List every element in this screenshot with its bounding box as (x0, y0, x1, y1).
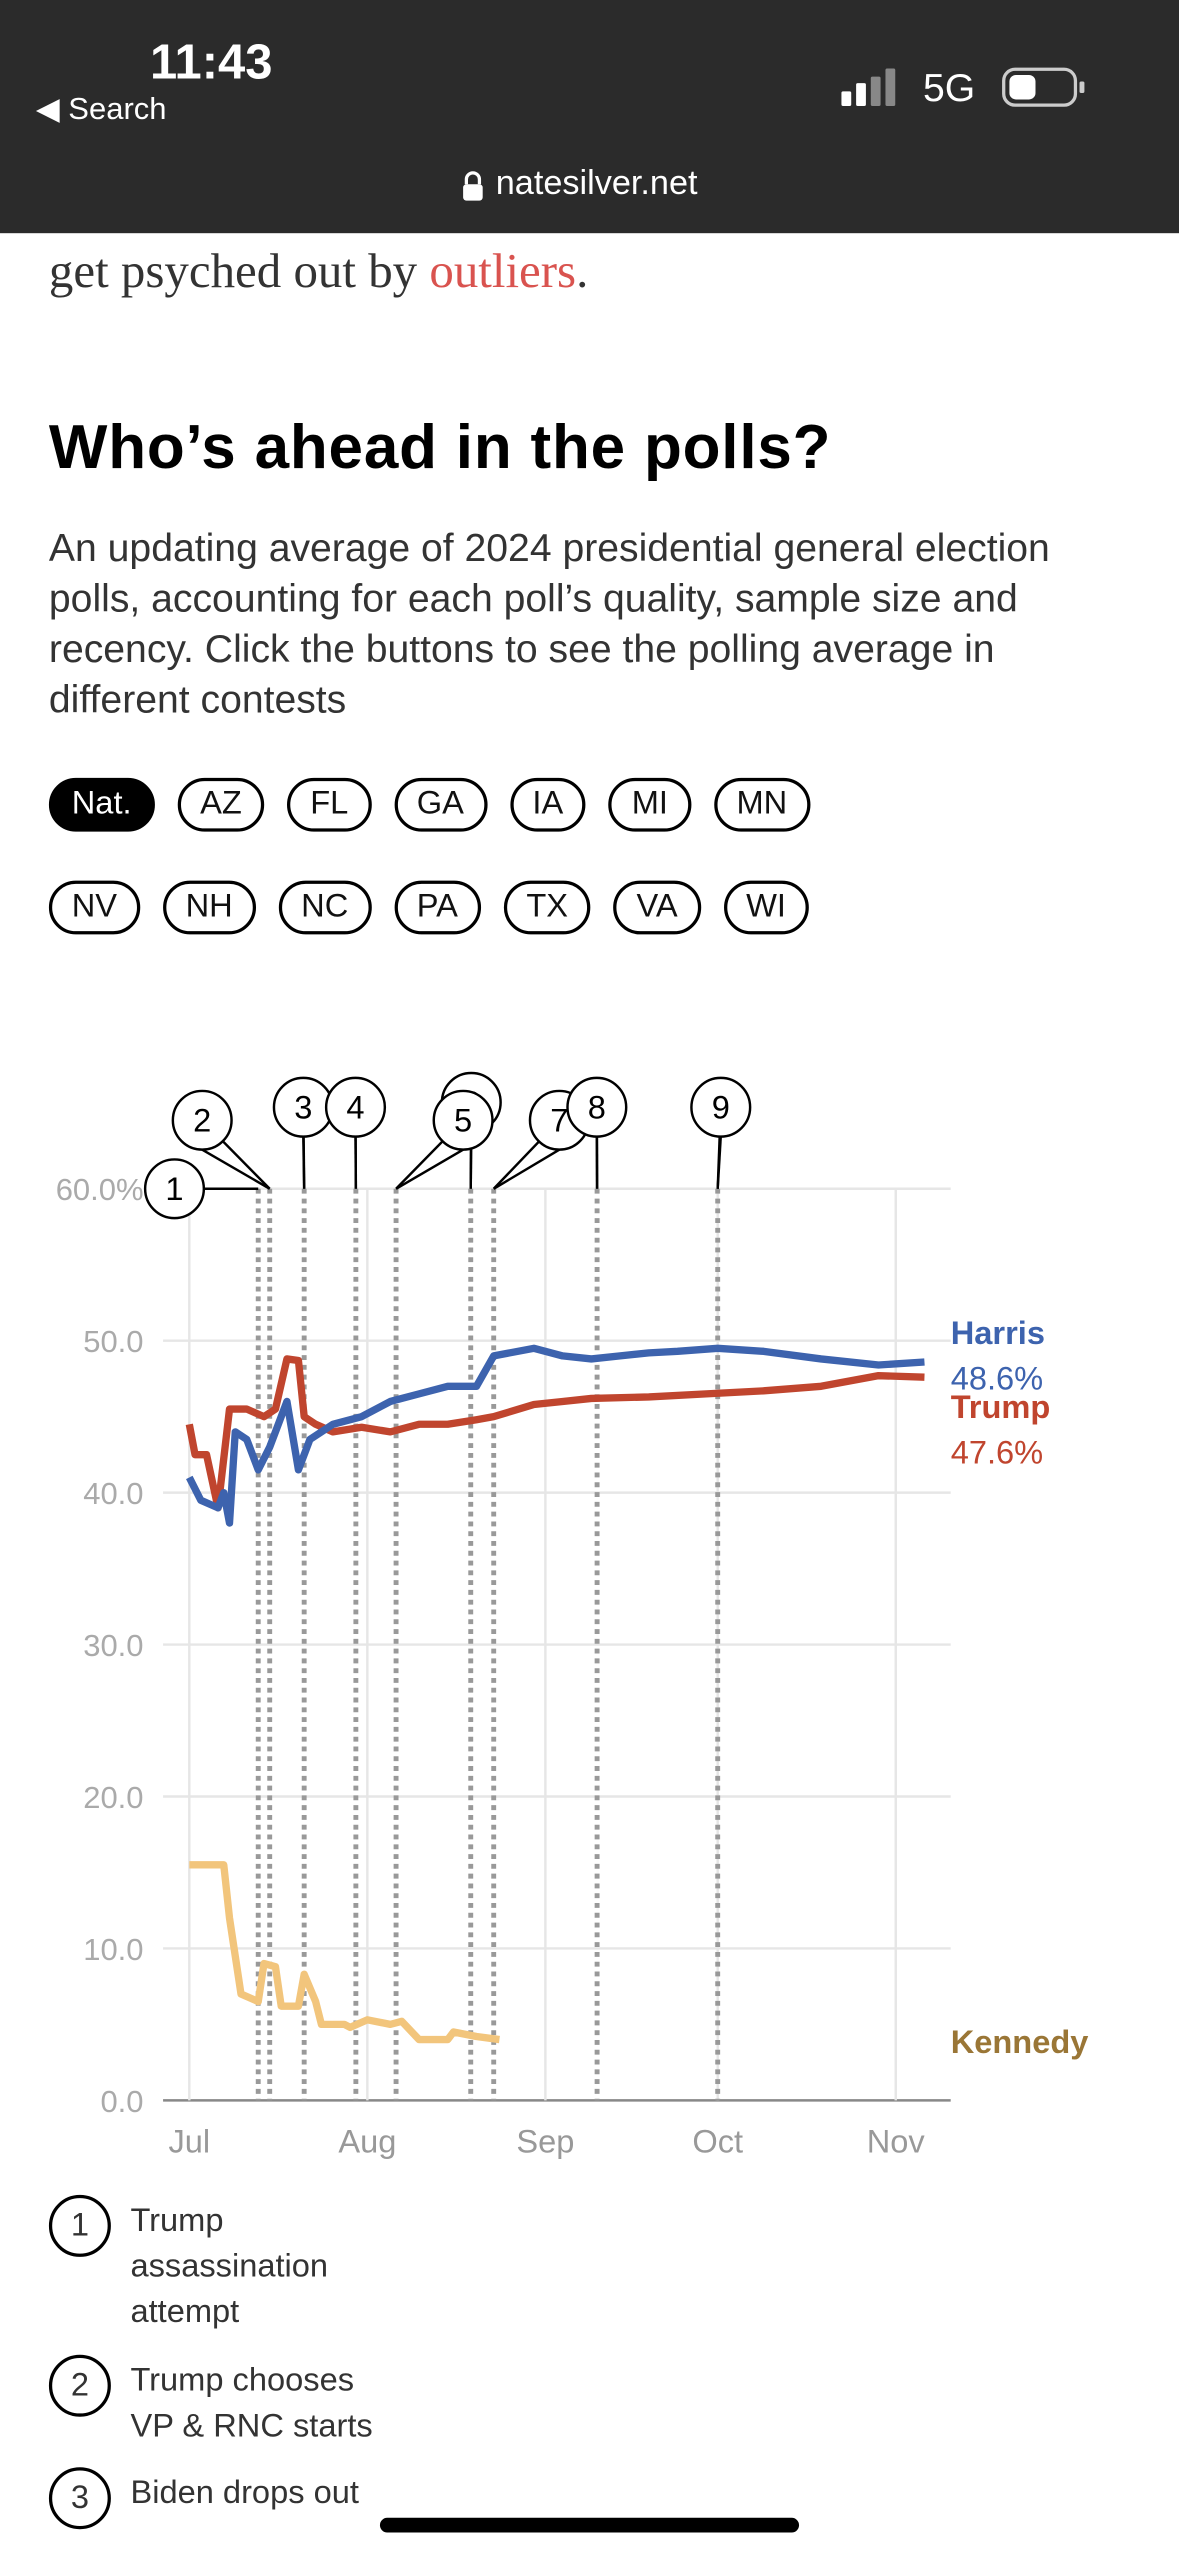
event-number: 5 (454, 1102, 472, 1139)
contest-button[interactable]: GA (394, 778, 487, 832)
contest-button[interactable]: IA (510, 778, 586, 832)
contest-button[interactable]: NH (163, 881, 256, 935)
legend-number: 1 (49, 2195, 111, 2257)
button-row: Nat. AZ FL GA IA MI MN (49, 778, 810, 832)
y-tick-label: 50.0 (83, 1324, 143, 1359)
event-marker: 1 (145, 1159, 258, 1218)
lock-icon (460, 170, 486, 203)
x-tick-label: Aug (338, 2123, 396, 2160)
y-tick-label: 10.0 (83, 1932, 143, 1967)
contest-button[interactable]: MI (609, 778, 691, 832)
legend-text: Trump chooses VP & RNC starts (130, 2358, 375, 2449)
series-line (189, 1865, 499, 2040)
legend-text: Biden drops out (130, 2471, 375, 2530)
back-button[interactable]: ◀ Search (36, 91, 167, 129)
clock: 11:43 (150, 36, 272, 91)
legend-item: 3 Biden drops out (49, 2467, 375, 2529)
lead-text-start: get psyched out by (49, 245, 429, 299)
series-last-value: 47.6% (951, 1434, 1043, 1471)
contest-button[interactable]: VA (614, 881, 701, 935)
y-tick-label: 30.0 (83, 1628, 143, 1663)
network: 5G (923, 67, 975, 113)
event-number: 9 (712, 1089, 730, 1126)
y-tick-label: 40.0 (83, 1476, 143, 1511)
back-arrow: ◀ (36, 93, 68, 127)
event-leader (303, 1137, 304, 1189)
y-tick-label: 20.0 (83, 1780, 143, 1815)
event-marker: 3 (274, 1078, 333, 1189)
event-number: 1 (165, 1170, 183, 1207)
series-line (189, 1359, 924, 1508)
contest-button[interactable]: NC (278, 881, 371, 935)
x-tick-label: Jul (168, 2123, 210, 2160)
contest-button[interactable]: FL (287, 778, 371, 832)
heading: Who’s ahead in the polls? (49, 414, 831, 484)
contest-button[interactable]: MN (714, 778, 810, 832)
description: An updating average of 2024 presidential… (49, 523, 1125, 725)
contest-button[interactable]: WI (723, 881, 809, 935)
event-number: 4 (346, 1089, 364, 1126)
y-tick-label: 0.0 (100, 2084, 143, 2119)
event-number: 3 (294, 1089, 312, 1126)
contest-button[interactable]: Nat. (49, 778, 154, 832)
contest-button[interactable]: TX (504, 881, 591, 935)
x-tick-label: Oct (692, 2123, 743, 2160)
event-marker: 4 (326, 1078, 385, 1189)
signal-icon (838, 68, 903, 107)
lead-text: get psyched out by outliers. (49, 245, 588, 300)
x-tick-label: Nov (867, 2123, 926, 2160)
button-row: NV NH NC PA TX VA WI (49, 881, 809, 935)
event-marker: 9 (691, 1078, 750, 1189)
event-marker: 5 (396, 1091, 492, 1189)
contest-button[interactable]: NV (49, 881, 140, 935)
event-number: 2 (193, 1102, 211, 1139)
legend-item: 1 Trump assassination attempt (49, 2195, 375, 2335)
outliers-link[interactable]: outliers (429, 245, 576, 299)
legend-text: Trump assassination attempt (130, 2198, 375, 2335)
lead-text-end: . (576, 245, 588, 299)
y-tick-label: 60.0% (56, 1172, 144, 1207)
home-indicator (380, 2518, 799, 2533)
battery-icon (1001, 65, 1086, 111)
contest-button[interactable]: PA (394, 881, 481, 935)
legend-item: 2 Trump chooses VP & RNC starts (49, 2355, 375, 2450)
series-name: Kennedy (951, 2023, 1089, 2060)
url[interactable]: natesilver.net (496, 165, 698, 204)
legend-number: 2 (49, 2355, 111, 2417)
legend-number: 3 (49, 2467, 111, 2529)
status-bar: 11:43 ◀ Search 5G natesilver.net (0, 0, 1179, 233)
event-number: 8 (588, 1089, 606, 1126)
back-label: Search (68, 93, 166, 127)
series-name: Trump (951, 1388, 1051, 1425)
series-name: Harris (951, 1314, 1045, 1351)
event-number: 7 (550, 1102, 568, 1139)
chart: 0.0 10.0 20.0 30.0 40.0 50.0 60.0% Jul Aug Sep Oct… (0, 978, 1179, 2185)
contest-button[interactable]: AZ (177, 778, 264, 832)
x-tick-label: Sep (516, 2123, 574, 2160)
